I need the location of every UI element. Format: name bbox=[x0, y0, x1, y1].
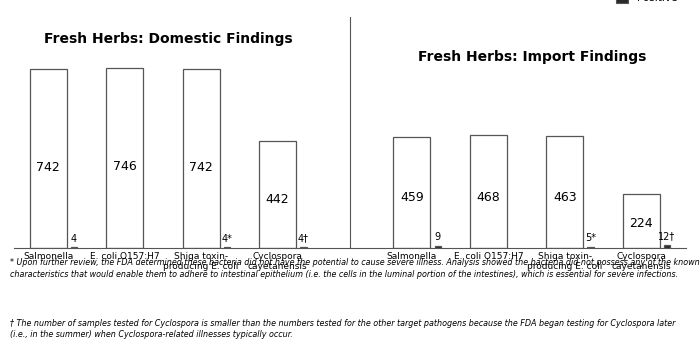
Bar bbox=[224, 247, 230, 248]
Text: † The number of samples tested for Cyclospora is smaller than the numbers tested: † The number of samples tested for Cyclo… bbox=[10, 319, 676, 339]
Text: 224: 224 bbox=[629, 217, 653, 230]
Text: Fresh Herbs: Import Findings: Fresh Herbs: Import Findings bbox=[418, 50, 646, 64]
Text: 5*: 5* bbox=[585, 233, 596, 243]
Bar bbox=[470, 135, 507, 248]
Bar bbox=[664, 245, 670, 248]
Bar bbox=[623, 194, 659, 248]
Text: 742: 742 bbox=[189, 161, 213, 174]
Bar bbox=[71, 247, 77, 248]
Text: 468: 468 bbox=[477, 190, 500, 204]
Text: 742: 742 bbox=[36, 161, 60, 174]
Bar bbox=[300, 247, 307, 248]
Legend: Negative, Positive: Negative, Positive bbox=[612, 0, 687, 7]
Text: 442: 442 bbox=[266, 193, 289, 206]
Text: * Upon further review, the FDA determined these bacteria did not have the potent: * Upon further review, the FDA determine… bbox=[10, 258, 700, 279]
Text: Fresh Herbs: Domestic Findings: Fresh Herbs: Domestic Findings bbox=[44, 32, 293, 46]
Text: 12†: 12† bbox=[659, 232, 676, 242]
Text: 746: 746 bbox=[113, 160, 136, 173]
Text: 9: 9 bbox=[435, 232, 441, 242]
Bar bbox=[106, 68, 143, 248]
Bar bbox=[259, 141, 296, 248]
Bar bbox=[30, 69, 66, 248]
Bar bbox=[587, 247, 594, 248]
Text: 463: 463 bbox=[553, 191, 577, 204]
Text: 4*: 4* bbox=[221, 234, 232, 244]
Text: 4: 4 bbox=[71, 234, 77, 244]
Bar bbox=[183, 69, 220, 248]
Bar bbox=[393, 137, 430, 248]
Text: 4†: 4† bbox=[298, 234, 309, 244]
Text: 459: 459 bbox=[400, 192, 424, 205]
Bar bbox=[435, 246, 441, 248]
Bar bbox=[546, 136, 583, 248]
